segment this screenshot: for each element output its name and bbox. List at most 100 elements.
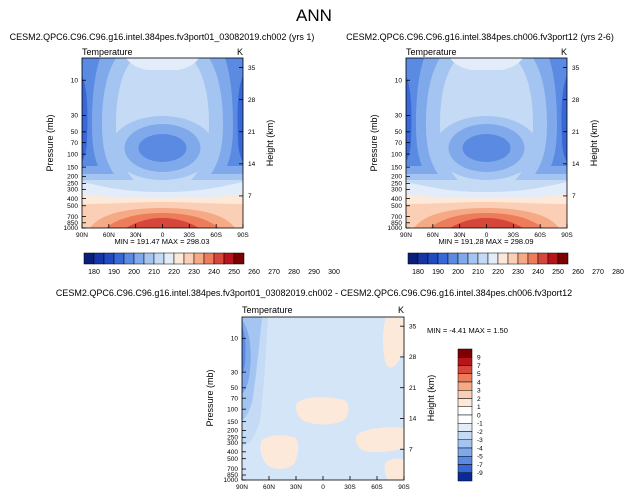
colorbar-label: -3 <box>477 437 483 444</box>
colorbar-swatch <box>183 252 195 265</box>
colorbar-swatch <box>457 252 469 265</box>
colorbar-swatch <box>213 252 225 265</box>
colorbar-label: 1 <box>477 404 481 411</box>
colorbar-swatch <box>497 252 509 265</box>
x-tick-label: 90S <box>237 232 249 239</box>
pressure-tick-label: 250 <box>391 181 402 188</box>
pressure-tick-label: 150 <box>391 164 402 171</box>
colorbar-swatch <box>457 439 473 449</box>
colorbar-label: 9 <box>477 355 481 362</box>
colorbar-label: 230 <box>188 269 200 276</box>
colorbar-label: -9 <box>477 470 483 477</box>
colorbar-swatch <box>193 252 205 265</box>
height-tick-label: 14 <box>248 161 256 168</box>
colorbar-label: 180 <box>88 269 100 276</box>
colorbar-swatch <box>457 373 473 383</box>
colorbar-label: 220 <box>492 269 504 276</box>
colorbar-label: 5 <box>477 371 481 378</box>
x-tick-label: 60N <box>103 232 115 239</box>
panel-yrs1-field <box>82 58 243 228</box>
colorbar-swatch <box>163 252 175 265</box>
colorbar-swatch <box>457 447 473 457</box>
colorbar-swatch <box>143 252 155 265</box>
colorbar-label: 210 <box>472 269 484 276</box>
colorbar-label: 7 <box>477 363 481 370</box>
height-tick-label: 28 <box>248 97 256 104</box>
pressure-tick-label: 850 <box>227 472 238 479</box>
x-tick-label: 90N <box>76 232 88 239</box>
colorbar-swatch <box>457 423 473 432</box>
colorbar-swatch <box>557 252 569 265</box>
pressure-tick-label: 50 <box>71 129 79 136</box>
x-tick-label: 30S <box>344 484 356 491</box>
pressure-tick-label: 30 <box>231 369 239 376</box>
x-tick-label: 60S <box>371 484 383 491</box>
pressure-tick-label: 50 <box>395 129 403 136</box>
colorbar-swatch <box>457 357 473 366</box>
colorbar-label: 290 <box>308 269 320 276</box>
panel-yrs1-variable-label: Temperature <box>82 47 133 57</box>
colorbar-swatch <box>457 472 473 482</box>
colorbar-label: 4 <box>477 379 481 386</box>
panel-yrs2-6-title: CESM2.QPC6.C96.C96.g16.intel.384pes.ch00… <box>346 32 614 42</box>
colorbar-label: 190 <box>432 269 444 276</box>
panel-yrs2-6: CESM2.QPC6.C96.C96.g16.intel.384pes.ch00… <box>346 32 614 246</box>
colorbar-swatch <box>457 414 473 424</box>
colorbar-swatch <box>153 252 165 265</box>
x-tick-label: 0 <box>161 232 165 239</box>
colorbar-label: 210 <box>148 269 160 276</box>
pressure-tick-label: 150 <box>227 419 238 426</box>
x-tick-label: 90S <box>398 484 410 491</box>
colorbar-swatch <box>517 252 529 265</box>
pressure-tick-label: 50 <box>231 385 239 392</box>
x-tick-label: 30N <box>454 232 466 239</box>
colorbar-label: 260 <box>248 269 260 276</box>
panel-yrs2-6-ylabel-right: Height (km) <box>589 120 599 167</box>
temperature-colorbar-left: 180 190 200 210 220 230 240 250 260 270 280 290 300 <box>83 252 340 276</box>
panel-difference-stats: MIN = -4.41 MAX = 1.50 <box>427 326 508 335</box>
colorbar-swatch <box>457 464 473 473</box>
pressure-tick-label: 30 <box>395 113 403 120</box>
height-tick-label: 28 <box>409 354 417 361</box>
colorbar-swatch <box>83 252 95 265</box>
pressure-tick-label: 700 <box>227 466 238 473</box>
panel-difference-title: CESM2.QPC6.C96.C96.g16.intel.384pes.fv3p… <box>56 288 572 298</box>
pressure-tick-label: 1000 <box>224 477 239 484</box>
pressure-tick-label: 700 <box>391 214 402 221</box>
pressure-tick-label: 400 <box>391 196 402 203</box>
panel-difference-ylabel: Pressure (mb) <box>205 369 215 426</box>
pressure-tick-label: 250 <box>67 181 78 188</box>
pressure-tick-label: 200 <box>227 428 238 435</box>
height-tick-label: 21 <box>409 385 417 392</box>
colorbar-label: 250 <box>228 269 240 276</box>
panel-yrs1-title: CESM2.QPC6.C96.C96.g16.intel.384pes.fv3p… <box>10 32 315 42</box>
colorbar-swatch <box>113 252 125 265</box>
colorbar-label: 250 <box>552 269 564 276</box>
colorbar-swatch <box>233 252 245 265</box>
pressure-tick-label: 700 <box>67 214 78 221</box>
height-tick-label: 35 <box>409 323 417 330</box>
panel-yrs2-6-variable-label: Temperature <box>406 47 457 57</box>
colorbar-swatch <box>457 456 473 465</box>
colorbar-swatch <box>547 252 559 265</box>
panel-difference-variable-label: Temperature <box>242 305 293 315</box>
pressure-tick-label: 1000 <box>388 225 403 232</box>
pressure-tick-label: 100 <box>67 151 78 158</box>
colorbar-swatch <box>457 390 473 399</box>
pressure-tick-label: 850 <box>67 220 78 227</box>
colorbar-swatch <box>417 252 429 265</box>
x-tick-label: 30S <box>508 232 520 239</box>
colorbar-swatch <box>537 252 549 265</box>
colorbar-label: -7 <box>477 462 483 469</box>
colorbar-swatch <box>103 252 115 265</box>
x-tick-label: 60S <box>210 232 222 239</box>
colorbar-label: -1 <box>477 421 483 428</box>
panel-yrs1-stats: MIN = 191.47 MAX = 298.03 <box>114 237 209 246</box>
colorbar-label: 200 <box>128 269 140 276</box>
colorbar-label: 2 <box>477 396 481 403</box>
panel-difference-field <box>242 317 404 480</box>
height-tick-label: 28 <box>572 97 580 104</box>
